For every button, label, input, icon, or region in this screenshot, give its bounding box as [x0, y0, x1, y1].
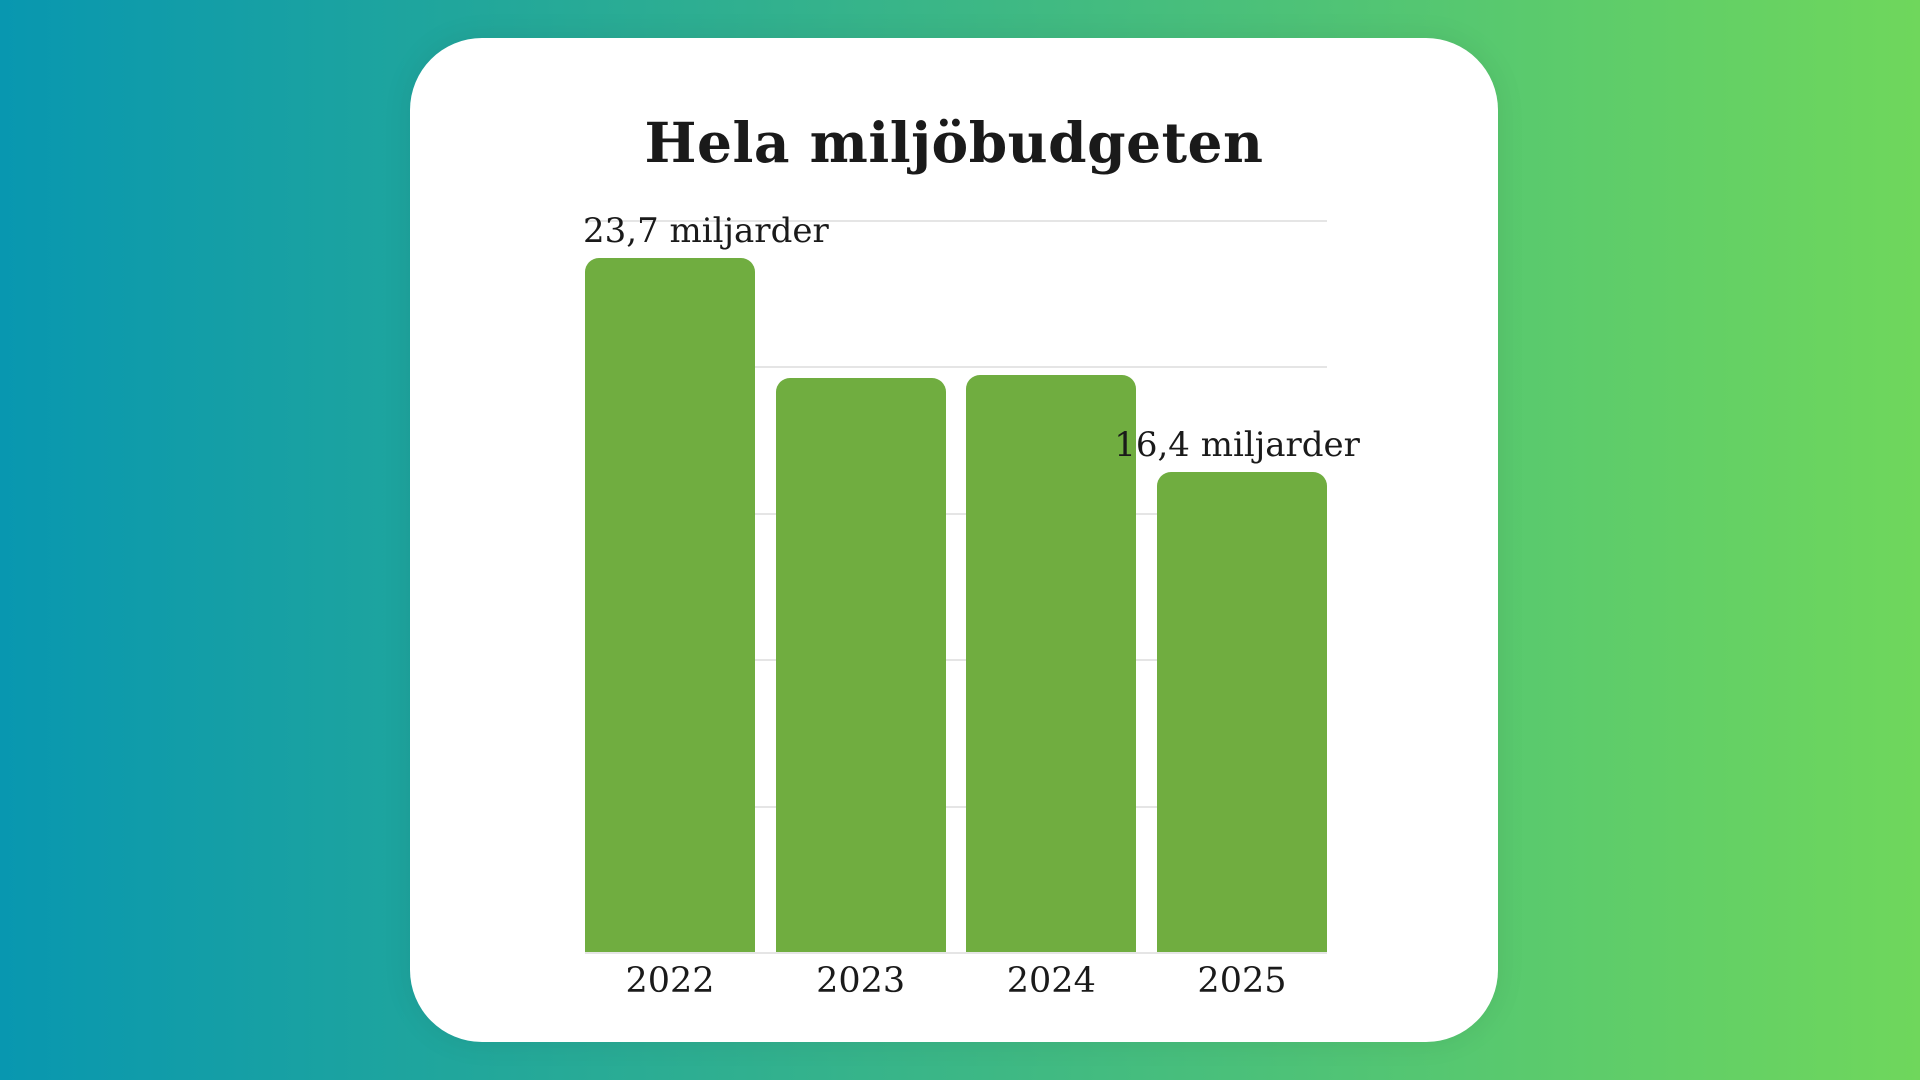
bar-slot-2023	[775, 220, 946, 952]
bar-2023	[775, 378, 946, 952]
bar-value-label-2022: 23,7 miljarder	[583, 211, 829, 252]
bars-container: 23,7 miljarder 16,4 miljarder	[583, 214, 1360, 952]
x-axis-labels: 2022 2023 2024 2025	[585, 964, 1327, 999]
gridline-20	[585, 366, 1327, 369]
chart-title: Hela miljöbudgeten	[644, 110, 1264, 175]
bar-2024	[966, 375, 1137, 952]
gridline-10	[585, 659, 1327, 662]
plot-area: 23,7 miljarder 16,4 miljarder	[583, 214, 1360, 954]
x-axis-label-2022: 2022	[625, 961, 715, 1001]
x-axis-label-2025: 2025	[1197, 961, 1287, 1001]
bar-2025	[1156, 471, 1327, 952]
gridline-0	[585, 952, 1327, 954]
bar-value-label-2025: 16,4 miljarder	[1114, 424, 1360, 465]
bar-slot-2022: 23,7 miljarder	[583, 214, 829, 952]
gridline-5	[585, 805, 1327, 808]
bar-slot-2024	[966, 220, 1137, 952]
x-axis-label-2024: 2024	[1006, 961, 1096, 1001]
chart-card: Hela miljöbudgeten 23,7 miljarder 16,4 mi…	[410, 38, 1498, 1042]
gridline-15	[585, 512, 1327, 515]
x-axis-label-2023: 2023	[816, 961, 906, 1001]
gridline-25	[585, 220, 1327, 222]
bar-2022	[585, 258, 755, 952]
bar-slot-2025: 16,4 miljarder	[1114, 220, 1360, 952]
gridlines	[585, 220, 1327, 954]
